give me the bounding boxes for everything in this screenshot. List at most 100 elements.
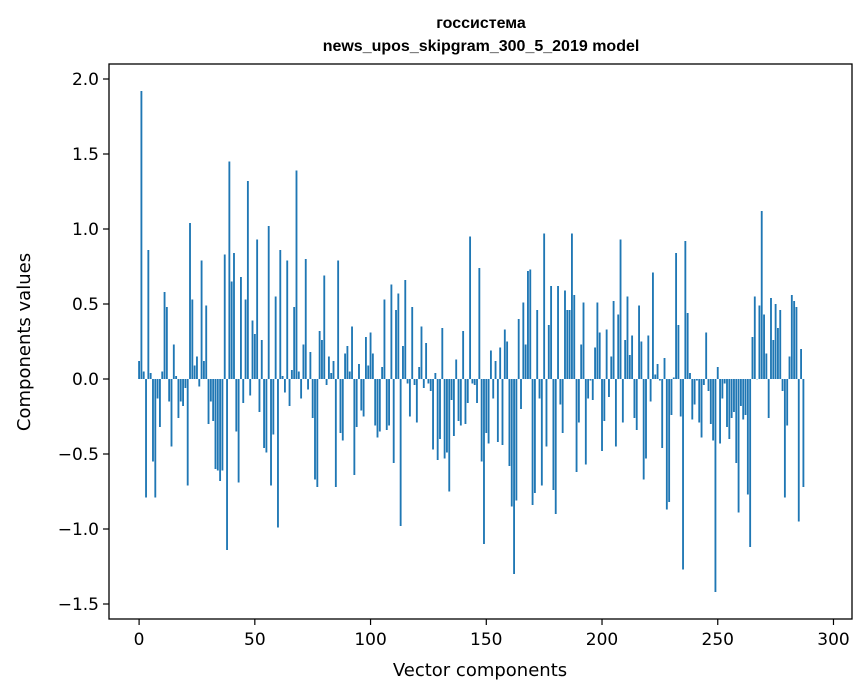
y-tick-label: 1.0: [72, 220, 99, 240]
bar: [642, 379, 645, 480]
bar: [341, 379, 344, 441]
bar: [450, 379, 453, 400]
bar: [443, 379, 446, 459]
y-tick-label: −1.5: [58, 595, 99, 615]
bar: [494, 361, 497, 379]
bar: [589, 379, 592, 381]
bar: [545, 379, 548, 447]
bar: [538, 379, 541, 399]
bar: [735, 379, 738, 463]
bar: [145, 379, 147, 498]
bar: [790, 295, 793, 379]
bar: [540, 379, 543, 486]
bar: [332, 361, 335, 379]
bar: [726, 379, 728, 427]
bar: [571, 233, 573, 379]
bar: [575, 379, 578, 472]
bar: [753, 296, 756, 379]
chart-title: госсистема: [436, 15, 526, 32]
bar: [325, 379, 328, 385]
bar: [441, 328, 444, 379]
bar: [788, 356, 791, 379]
bar: [251, 320, 254, 379]
bar: [353, 379, 356, 475]
bar: [200, 260, 203, 379]
y-tick-label: 1.5: [72, 145, 99, 165]
bar: [348, 371, 351, 379]
bar: [670, 379, 673, 415]
bar: [656, 364, 659, 379]
x-tick-label: 250: [702, 630, 734, 650]
bar: [258, 379, 261, 412]
bar: [385, 379, 388, 430]
bar: [415, 379, 418, 423]
bar: [515, 379, 518, 501]
bar: [439, 379, 441, 439]
bar: [723, 379, 726, 384]
bar: [242, 379, 245, 403]
bar: [550, 286, 553, 379]
bar: [249, 379, 252, 396]
bar: [633, 379, 636, 418]
bar: [314, 379, 316, 480]
bar: [427, 379, 430, 384]
bar: [237, 379, 240, 483]
bar: [598, 332, 601, 379]
bar: [466, 379, 469, 403]
bar: [802, 379, 805, 487]
bar: [346, 346, 349, 379]
bar: [448, 379, 451, 492]
bar: [381, 367, 384, 379]
bar: [307, 379, 309, 390]
bar: [543, 233, 546, 379]
bar: [765, 353, 768, 379]
bar: [214, 379, 217, 469]
bar: [499, 347, 502, 379]
bar: [288, 379, 291, 406]
bar: [309, 352, 312, 379]
bar: [240, 277, 242, 379]
bar: [476, 379, 478, 403]
bar: [186, 379, 189, 486]
bar: [246, 181, 249, 379]
bar: [712, 379, 715, 441]
bar: [272, 379, 275, 435]
bar: [378, 379, 381, 432]
bar: [698, 379, 701, 423]
bar: [172, 344, 175, 379]
x-axis-label: Vector components: [393, 660, 567, 681]
bar: [760, 211, 763, 379]
bar: [693, 379, 696, 405]
bar: [561, 379, 564, 433]
bar: [522, 302, 525, 379]
bar: [351, 326, 353, 379]
bar: [758, 305, 761, 379]
bar: [277, 379, 279, 528]
bar: [411, 307, 414, 379]
bar: [795, 307, 798, 379]
bar: [321, 340, 323, 379]
bar: [566, 310, 569, 379]
bar: [749, 379, 752, 547]
bar: [290, 370, 293, 379]
bar: [554, 379, 557, 514]
bar: [383, 299, 386, 379]
bar: [573, 295, 576, 379]
bar: [182, 379, 184, 406]
bar: [610, 356, 613, 379]
bar: [198, 379, 201, 387]
bar: [295, 170, 298, 379]
bar: [318, 331, 321, 379]
bar: [480, 379, 483, 462]
bar: [471, 379, 474, 384]
bar: [797, 379, 800, 522]
bar: [603, 379, 606, 421]
bar: [154, 379, 157, 498]
bar: [733, 379, 735, 412]
bar: [742, 379, 745, 420]
bar: [649, 379, 652, 402]
bar: [365, 337, 367, 379]
bar: [501, 379, 504, 445]
bar: [709, 379, 712, 424]
bar: [297, 371, 300, 379]
